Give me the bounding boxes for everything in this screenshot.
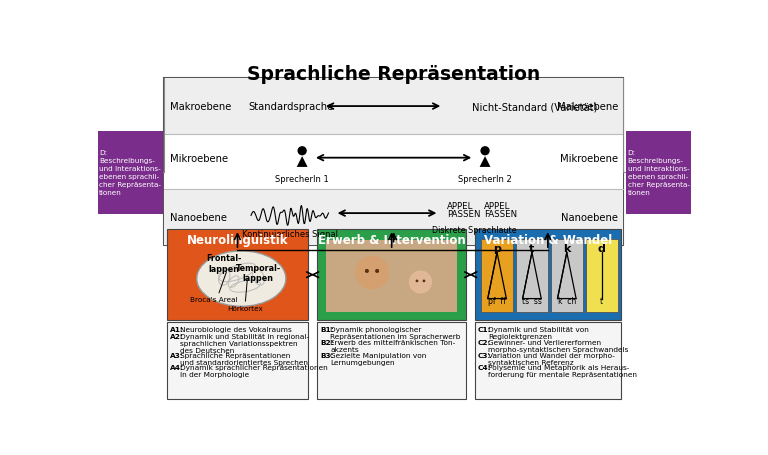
Bar bbox=[475, 322, 621, 399]
Text: Dynamik und Stabilität von
Regiolektgrenzen: Dynamik und Stabilität von Regiolektgren… bbox=[488, 327, 589, 339]
Bar bbox=[551, 239, 583, 313]
Text: Dynamik phonologischer
Repräsentationen im Spracherwerb: Dynamik phonologischer Repräsentationen … bbox=[330, 327, 461, 339]
Text: A3:: A3: bbox=[170, 352, 184, 358]
Bar bbox=[164, 79, 623, 135]
Circle shape bbox=[355, 256, 389, 290]
Text: C3:: C3: bbox=[478, 352, 492, 358]
Text: Standardsprache: Standardsprache bbox=[248, 102, 333, 112]
Polygon shape bbox=[296, 157, 307, 167]
Text: k: k bbox=[563, 243, 571, 253]
Text: A1:: A1: bbox=[170, 327, 184, 333]
Bar bbox=[326, 241, 457, 313]
Text: ts  ss: ts ss bbox=[522, 296, 542, 305]
Text: Broca's Areal: Broca's Areal bbox=[190, 296, 238, 302]
Text: Makroebene: Makroebene bbox=[170, 102, 231, 112]
Text: p: p bbox=[493, 243, 501, 253]
Text: pf  ff: pf ff bbox=[488, 296, 506, 305]
Text: Dynamik und Stabilität in regional-
sprachlichen Variationsspektren
des Deutsche: Dynamik und Stabilität in regional- spra… bbox=[180, 334, 309, 354]
Text: Diskrete Sprachlaute: Diskrete Sprachlaute bbox=[432, 225, 517, 234]
Text: Kontinuierliches Signal: Kontinuierliches Signal bbox=[242, 230, 338, 239]
Text: D:
Beschreibungs-
und Interaktions-
ebenen sprachli-
cher Repräsenta-
tionen: D: Beschreibungs- und Interaktions- eben… bbox=[627, 150, 690, 196]
Text: Mikroebene: Mikroebene bbox=[170, 154, 228, 164]
Polygon shape bbox=[480, 157, 491, 167]
Bar bbox=[586, 239, 617, 313]
Circle shape bbox=[481, 147, 490, 156]
Text: Frontal-
lappen: Frontal- lappen bbox=[207, 254, 242, 273]
Text: Variation und Wandel der morpho-
syntaktischen Referenz: Variation und Wandel der morpho- syntakt… bbox=[488, 352, 615, 365]
Text: Nanoebene: Nanoebene bbox=[561, 212, 618, 222]
Text: B1:: B1: bbox=[320, 327, 334, 333]
Text: Mikroebene: Mikroebene bbox=[560, 154, 618, 164]
Bar bbox=[626, 131, 691, 214]
Text: Gewinner- und Verliererformen
morpho-syntaktischen Sprachwandels: Gewinner- und Verliererformen morpho-syn… bbox=[488, 339, 628, 352]
Text: Erwerb des mittelfränkischen Ton-
akzents: Erwerb des mittelfränkischen Ton- akzent… bbox=[330, 339, 455, 352]
Circle shape bbox=[415, 280, 419, 283]
Text: Makroebene: Makroebene bbox=[557, 102, 618, 112]
Bar bbox=[167, 322, 308, 399]
Bar bbox=[98, 131, 163, 214]
Text: d: d bbox=[598, 243, 606, 253]
Text: Temporal-
lappen: Temporal- lappen bbox=[236, 263, 281, 283]
Text: B2:: B2: bbox=[320, 339, 333, 345]
Bar bbox=[164, 190, 623, 245]
Text: APPEL: APPEL bbox=[447, 202, 473, 211]
Bar bbox=[516, 239, 548, 313]
Circle shape bbox=[297, 147, 306, 156]
Text: Neurolinguistik: Neurolinguistik bbox=[187, 233, 288, 247]
Circle shape bbox=[422, 280, 425, 283]
Text: Nicht-Standard (Varietät): Nicht-Standard (Varietät) bbox=[472, 102, 598, 112]
Text: C2:: C2: bbox=[478, 339, 492, 345]
Bar bbox=[475, 230, 621, 320]
Text: Polysemie und Metaphorik als Heraus-
forderung für mentale Repräsentationen: Polysemie und Metaphorik als Heraus- for… bbox=[488, 364, 637, 378]
Ellipse shape bbox=[197, 251, 286, 307]
Text: Nanoebene: Nanoebene bbox=[170, 212, 227, 222]
Bar bbox=[317, 322, 466, 399]
Text: Neurobiologie des Vokalraums: Neurobiologie des Vokalraums bbox=[180, 327, 291, 333]
Circle shape bbox=[375, 269, 379, 273]
Bar bbox=[482, 239, 513, 313]
Text: C4:: C4: bbox=[478, 364, 492, 371]
Text: B3:: B3: bbox=[320, 352, 333, 358]
Text: SprecherIn 2: SprecherIn 2 bbox=[458, 174, 512, 183]
Text: k  ch: k ch bbox=[558, 296, 576, 305]
Text: A2:: A2: bbox=[170, 334, 184, 339]
Text: SprecherIn 1: SprecherIn 1 bbox=[275, 174, 329, 183]
Bar bbox=[164, 79, 623, 245]
Text: FASSEN: FASSEN bbox=[485, 209, 518, 218]
Text: PASSEN: PASSEN bbox=[447, 209, 481, 218]
Text: Sprachliche Repräsentation: Sprachliche Repräsentation bbox=[247, 66, 540, 84]
Text: APPEL: APPEL bbox=[485, 202, 511, 211]
Text: Erwerb & Intervention: Erwerb & Intervention bbox=[318, 233, 465, 247]
Text: Hörkortex: Hörkortex bbox=[227, 305, 263, 311]
Circle shape bbox=[365, 269, 369, 273]
Text: Variation & Wandel: Variation & Wandel bbox=[484, 233, 612, 247]
Circle shape bbox=[409, 271, 432, 294]
Text: t: t bbox=[600, 296, 603, 305]
Text: Dynamik sprachlicher Repräsentationen
in der Morphologie: Dynamik sprachlicher Repräsentationen in… bbox=[180, 364, 327, 378]
Bar bbox=[164, 135, 623, 190]
Bar bbox=[167, 230, 308, 320]
Text: A4:: A4: bbox=[170, 364, 184, 371]
Text: D:
Beschreibungs-
und Interaktions-
ebenen sprachli-
cher Repräsenta-
tionen: D: Beschreibungs- und Interaktions- eben… bbox=[99, 150, 161, 196]
Text: Sprachliche Repräsentationen
und standardorientiertes Sprechen: Sprachliche Repräsentationen und standar… bbox=[180, 352, 308, 365]
Text: Gezielte Manipulation von
Lernumgebungen: Gezielte Manipulation von Lernumgebungen bbox=[330, 352, 426, 365]
Bar bbox=[317, 230, 466, 320]
Text: C1:: C1: bbox=[478, 327, 492, 333]
Text: t: t bbox=[529, 243, 535, 253]
